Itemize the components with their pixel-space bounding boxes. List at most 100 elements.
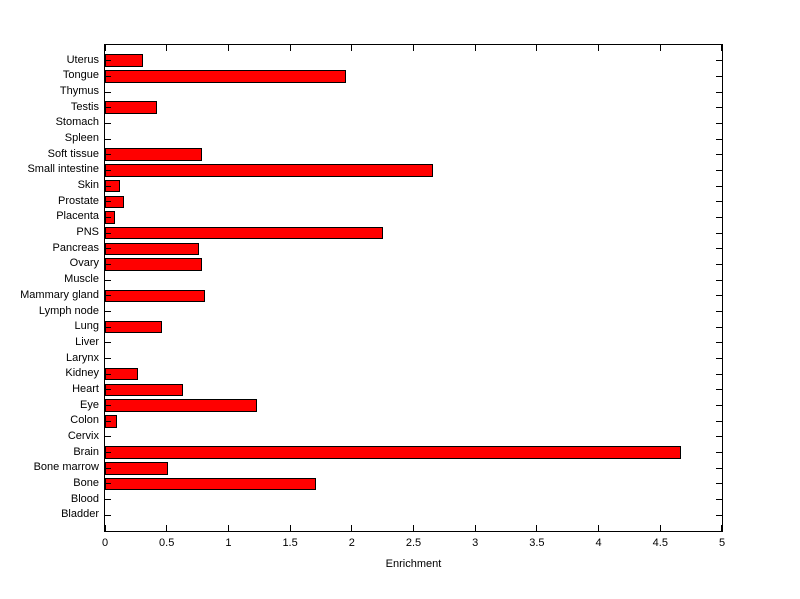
y-tick-left [105,514,111,516]
y-tick-right [716,342,722,344]
y-tick-left [105,452,111,454]
y-tick-label-bone-marrow: Bone marrow [33,461,99,474]
x-tick-top [105,45,106,51]
x-tick-bottom [289,525,291,531]
y-tick-label-placenta: Placenta [56,210,99,223]
x-tick-label-5: 5 [718,537,726,549]
y-tick-left [105,248,111,250]
y-tick-label-bone: Bone [73,476,99,489]
y-tick-left [105,389,111,391]
y-tick-right [716,60,722,62]
x-tick-bottom [474,525,476,531]
y-tick-left [105,467,111,469]
y-tick-right [716,499,722,501]
x-axis-labels: 0 0.5 1 1.5 2 2.5 3 3.5 4 4.5 5 [0,537,800,551]
y-tick-label-kidney: Kidney [65,367,99,380]
y-tick-right [716,201,722,203]
bar-brain [105,446,682,459]
y-tick-left [105,326,111,328]
y-tick-right [716,185,722,187]
y-tick-left [105,232,111,234]
y-tick-label-testis: Testis [70,100,99,113]
y-tick-left [105,295,111,297]
y-tick-right [716,311,722,313]
x-tick-label-3: 3 [472,537,479,549]
y-tick-left [105,263,111,265]
x-tick-label-3.5: 3.5 [529,537,545,549]
y-tick-label-lymph-node: Lymph node [38,304,99,317]
y-tick-left [105,185,111,187]
y-tick-left [105,499,111,501]
y-tick-left [105,358,111,360]
y-tick-right [716,169,722,171]
x-tick-label-0.5: 0.5 [159,537,175,549]
x-tick-label-0: 0 [101,537,109,549]
bar-tongue [105,70,346,83]
y-tick-right [716,138,722,140]
y-tick-label-larynx: Larynx [65,351,99,364]
x-tick-label-2.5: 2.5 [405,537,422,549]
y-tick-label-skin: Skin [77,179,99,192]
plot-area [104,44,723,532]
x-tick-top [721,45,722,51]
x-tick-bottom [721,525,722,531]
bar-lung [105,320,162,334]
y-tick-right [716,279,722,281]
y-tick-left [105,311,111,313]
y-tick-right [716,154,722,156]
y-tick-label-blood: Blood [70,492,99,505]
bar-testis [105,101,157,114]
y-tick-label-spleen: Spleen [64,132,99,145]
y-tick-left [105,216,111,218]
x-tick-top [659,45,661,51]
y-tick-left [105,405,111,407]
x-tick-bottom [536,525,538,531]
y-tick-right [716,107,722,109]
y-tick-right [716,467,722,469]
y-tick-right [716,373,722,375]
y-tick-label-colon: Colon [70,414,99,427]
y-tick-right [716,75,722,77]
y-tick-label-small-intestine: Small intestine [27,163,99,176]
y-tick-label-mammary-gland: Mammary gland [20,288,99,301]
x-axis-title: Enrichment [385,558,442,570]
y-tick-right [716,358,722,360]
x-tick-bottom [413,525,414,531]
y-tick-label-lung: Lung [74,320,99,333]
y-tick-label-liver: Liver [75,335,99,348]
x-tick-bottom [166,525,168,531]
bar-pancreas [105,242,199,256]
x-tick-label-1: 1 [225,537,232,549]
y-tick-left [105,483,111,485]
y-tick-label-stomach: Stomach [55,116,99,129]
y-tick-label-prostate: Prostate [58,194,99,207]
bar-bone-marrow [105,462,168,475]
y-tick-right [716,405,722,407]
bar-soft-tissue [105,148,203,161]
y-tick-label-brain: Brain [73,445,99,458]
x-tick-label-2: 2 [348,537,355,549]
x-tick-bottom [227,525,229,531]
y-tick-left [105,60,111,62]
x-tick-label-4: 4 [595,537,602,549]
x-tick-top [474,45,476,51]
bar-eye [105,399,257,412]
y-tick-right [716,514,722,516]
x-tick-bottom [659,525,661,531]
y-tick-right [716,91,722,93]
y-tick-label-uterus: Uterus [66,53,99,66]
y-tick-label-eye: Eye [80,398,99,411]
y-tick-right [716,452,722,454]
y-axis-labels: Uterus Tongue Thymus Testis Stomach Spleen Sof… [0,44,99,532]
y-tick-right [716,436,722,438]
y-tick-left [105,279,111,281]
y-tick-left [105,122,111,124]
bar-mammary-gland [105,289,205,303]
y-tick-right [716,389,722,391]
y-tick-label-heart: Heart [72,382,99,395]
x-tick-label-1.5: 1.5 [282,537,298,549]
y-tick-label-bladder: Bladder [61,508,99,521]
x-tick-bottom [598,525,600,531]
y-tick-left [105,154,111,156]
y-tick-label-ovary: Ovary [69,257,99,270]
